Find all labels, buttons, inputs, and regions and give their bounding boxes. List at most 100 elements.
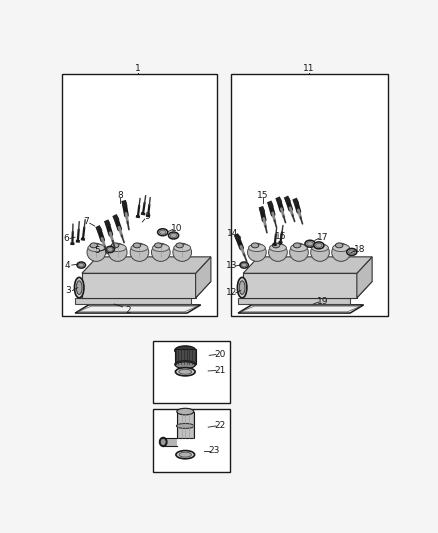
Ellipse shape: [176, 368, 195, 376]
Ellipse shape: [177, 408, 194, 415]
Ellipse shape: [130, 243, 149, 261]
Ellipse shape: [159, 230, 166, 235]
Text: 3: 3: [65, 286, 71, 295]
Ellipse shape: [272, 243, 280, 248]
Ellipse shape: [247, 243, 266, 261]
Ellipse shape: [305, 240, 315, 247]
Ellipse shape: [241, 263, 247, 267]
Text: 22: 22: [215, 422, 226, 431]
Ellipse shape: [155, 243, 162, 248]
Ellipse shape: [169, 232, 179, 239]
Ellipse shape: [332, 243, 350, 261]
Ellipse shape: [336, 243, 343, 248]
Ellipse shape: [87, 243, 106, 261]
Ellipse shape: [77, 262, 85, 268]
Text: 8: 8: [117, 191, 123, 200]
Text: 21: 21: [215, 366, 226, 375]
Ellipse shape: [131, 244, 148, 252]
Ellipse shape: [133, 243, 141, 248]
Bar: [231, 74, 388, 317]
Ellipse shape: [311, 243, 329, 261]
Polygon shape: [357, 257, 372, 298]
Ellipse shape: [174, 244, 191, 252]
Polygon shape: [196, 257, 211, 298]
Polygon shape: [82, 281, 211, 298]
Ellipse shape: [108, 243, 127, 261]
Text: 5: 5: [94, 246, 100, 255]
Ellipse shape: [176, 450, 194, 459]
Bar: [175, 349, 196, 365]
Ellipse shape: [314, 243, 322, 248]
Text: 10: 10: [171, 224, 183, 232]
Ellipse shape: [240, 262, 248, 268]
Bar: [177, 411, 194, 438]
Ellipse shape: [160, 438, 166, 446]
Ellipse shape: [179, 369, 192, 374]
Bar: [153, 341, 230, 402]
Polygon shape: [82, 257, 211, 273]
Text: 18: 18: [354, 245, 365, 254]
Text: 2: 2: [125, 306, 131, 314]
Ellipse shape: [290, 244, 307, 252]
Ellipse shape: [314, 242, 324, 249]
Bar: [62, 74, 217, 317]
Ellipse shape: [111, 243, 119, 248]
Text: 7: 7: [83, 217, 89, 227]
Ellipse shape: [158, 229, 168, 236]
Ellipse shape: [90, 243, 98, 248]
Ellipse shape: [175, 361, 196, 368]
Ellipse shape: [316, 243, 322, 247]
Ellipse shape: [173, 243, 191, 261]
Ellipse shape: [110, 244, 126, 252]
Ellipse shape: [269, 244, 286, 252]
Polygon shape: [243, 281, 372, 298]
Text: 9: 9: [144, 212, 150, 221]
Ellipse shape: [74, 277, 84, 298]
Polygon shape: [75, 298, 191, 304]
Ellipse shape: [347, 248, 357, 255]
Polygon shape: [75, 305, 201, 313]
Text: 16: 16: [275, 232, 286, 241]
Polygon shape: [82, 273, 196, 298]
Text: 19: 19: [317, 297, 328, 306]
Ellipse shape: [268, 243, 287, 261]
Ellipse shape: [239, 281, 245, 294]
Ellipse shape: [293, 243, 301, 248]
Polygon shape: [243, 273, 357, 298]
Text: 4: 4: [65, 261, 71, 270]
Text: 12: 12: [226, 288, 237, 297]
Ellipse shape: [248, 244, 265, 252]
Ellipse shape: [307, 241, 313, 246]
Text: 14: 14: [226, 229, 238, 238]
Ellipse shape: [176, 362, 195, 368]
Ellipse shape: [311, 244, 328, 252]
Text: 23: 23: [208, 446, 220, 455]
Ellipse shape: [78, 263, 84, 267]
Polygon shape: [238, 298, 350, 304]
Ellipse shape: [290, 243, 308, 261]
Ellipse shape: [88, 244, 105, 252]
Ellipse shape: [152, 244, 169, 252]
Ellipse shape: [179, 452, 191, 457]
Ellipse shape: [175, 346, 196, 355]
Ellipse shape: [106, 246, 114, 253]
Ellipse shape: [176, 243, 184, 248]
Ellipse shape: [349, 250, 355, 254]
Ellipse shape: [152, 243, 170, 261]
Ellipse shape: [107, 248, 113, 252]
Text: 1: 1: [135, 64, 141, 74]
Ellipse shape: [76, 281, 82, 294]
Ellipse shape: [251, 243, 259, 248]
Ellipse shape: [177, 424, 194, 429]
Text: 13: 13: [226, 261, 237, 270]
Text: 6: 6: [63, 234, 69, 243]
Text: 11: 11: [303, 64, 314, 74]
Text: 17: 17: [317, 232, 328, 241]
Polygon shape: [238, 305, 364, 313]
Bar: [153, 409, 230, 472]
Text: 20: 20: [215, 350, 226, 359]
Ellipse shape: [170, 233, 177, 238]
Text: 15: 15: [258, 191, 269, 200]
Ellipse shape: [237, 277, 247, 298]
Polygon shape: [243, 257, 372, 273]
